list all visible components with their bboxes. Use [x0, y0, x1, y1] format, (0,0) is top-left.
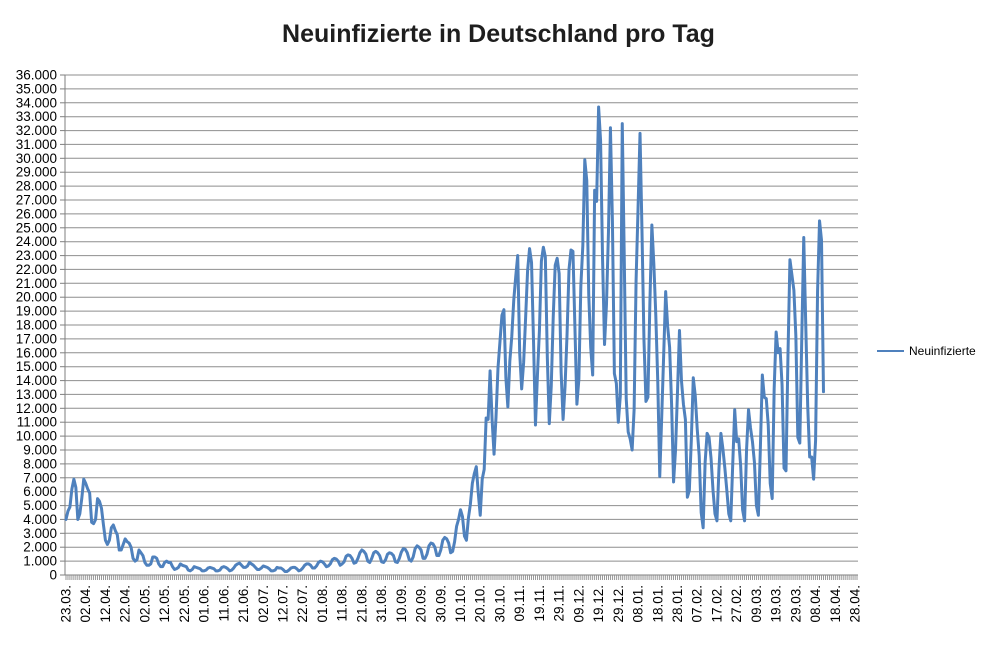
svg-text:15.000: 15.000: [16, 359, 57, 374]
svg-text:18.01.: 18.01.: [650, 585, 665, 623]
svg-text:31.000: 31.000: [16, 137, 57, 152]
svg-text:20.09.: 20.09.: [414, 585, 429, 623]
svg-text:27.000: 27.000: [16, 193, 57, 208]
svg-text:19.12.: 19.12.: [591, 585, 606, 623]
svg-text:11.000: 11.000: [17, 415, 57, 430]
svg-text:28.04.: 28.04.: [848, 585, 863, 623]
svg-text:07.02.: 07.02.: [690, 585, 705, 623]
svg-text:6.000: 6.000: [23, 484, 57, 499]
svg-text:33.000: 33.000: [16, 109, 57, 124]
chart-title: Neuinfizierte in Deutschland pro Tag: [282, 20, 715, 48]
svg-text:8.000: 8.000: [23, 456, 57, 471]
svg-text:22.07.: 22.07.: [295, 585, 310, 623]
svg-text:19.03.: 19.03.: [769, 585, 784, 623]
svg-text:02.04.: 02.04.: [78, 585, 93, 623]
svg-text:21.000: 21.000: [16, 276, 57, 291]
svg-text:27.02.: 27.02.: [729, 585, 744, 623]
svg-text:23.03.: 23.03.: [59, 585, 74, 623]
svg-text:22.05.: 22.05.: [177, 585, 192, 623]
svg-text:4.000: 4.000: [23, 512, 57, 527]
svg-text:31.08.: 31.08.: [374, 585, 389, 623]
svg-text:10.10.: 10.10.: [453, 585, 468, 623]
svg-text:20.000: 20.000: [16, 290, 57, 305]
svg-text:23.000: 23.000: [16, 248, 57, 263]
svg-text:10.000: 10.000: [16, 429, 57, 444]
svg-text:29.11.: 29.11.: [552, 585, 567, 622]
svg-text:30.000: 30.000: [16, 151, 57, 166]
svg-text:35.000: 35.000: [16, 81, 57, 96]
x-axis: [65, 574, 858, 580]
svg-text:22.04.: 22.04.: [118, 585, 133, 623]
svg-text:28.000: 28.000: [16, 179, 57, 194]
svg-text:01.06.: 01.06.: [197, 585, 212, 623]
svg-text:30.09.: 30.09.: [433, 585, 448, 623]
svg-text:02.05.: 02.05.: [137, 585, 152, 623]
svg-text:2.000: 2.000: [23, 540, 57, 555]
svg-text:08.04.: 08.04.: [808, 585, 823, 623]
svg-text:14.000: 14.000: [16, 373, 57, 388]
svg-text:19.11.: 19.11.: [532, 585, 547, 622]
svg-text:09.12.: 09.12.: [571, 585, 586, 623]
svg-text:12.04.: 12.04.: [98, 585, 113, 623]
x-axis-labels: 23.03. 02.04. 12.04. 22.04. 02.05. 12.05. 22.0…: [59, 585, 863, 623]
svg-text:21.06.: 21.06.: [236, 585, 251, 623]
svg-text:09.11.: 09.11.: [512, 585, 527, 622]
svg-text:17.000: 17.000: [16, 331, 57, 346]
svg-text:29.03.: 29.03.: [788, 585, 803, 623]
svg-text:13.000: 13.000: [16, 387, 57, 402]
legend-line-swatch: [877, 350, 904, 352]
svg-text:11.08.: 11.08.: [335, 585, 350, 622]
svg-text:7.000: 7.000: [23, 470, 57, 485]
legend-label: Neuinfizierte: [909, 344, 976, 358]
svg-text:01.08.: 01.08.: [315, 585, 330, 623]
svg-text:9.000: 9.000: [23, 443, 57, 458]
svg-text:29.000: 29.000: [16, 165, 57, 180]
svg-text:28.01.: 28.01.: [670, 585, 685, 623]
y-gridlines: [65, 74, 858, 562]
legend: Neuinfizierte: [877, 344, 976, 358]
svg-text:08.01.: 08.01.: [631, 585, 646, 623]
svg-text:11.06.: 11.06.: [216, 585, 231, 622]
y-axis-labels: 01.0002.0003.0004.0005.0006.0007.0008.00…: [16, 68, 57, 583]
svg-text:10.09.: 10.09.: [394, 585, 409, 623]
svg-text:1.000: 1.000: [23, 554, 57, 569]
series-line-neuinfizierte: [64, 105, 825, 574]
svg-text:12.07.: 12.07.: [276, 585, 291, 623]
svg-text:36.000: 36.000: [16, 68, 57, 83]
svg-text:29.12.: 29.12.: [611, 585, 626, 623]
svg-text:18.04.: 18.04.: [828, 585, 843, 623]
svg-text:19.000: 19.000: [16, 304, 57, 319]
svg-text:24.000: 24.000: [16, 234, 57, 249]
svg-text:09.03.: 09.03.: [749, 585, 764, 623]
svg-text:20.10.: 20.10.: [473, 585, 488, 623]
svg-text:18.000: 18.000: [16, 318, 57, 333]
svg-text:5.000: 5.000: [23, 498, 57, 513]
svg-text:30.10.: 30.10.: [493, 585, 508, 623]
svg-text:3.000: 3.000: [23, 526, 57, 541]
svg-text:02.07.: 02.07.: [256, 585, 271, 623]
svg-text:32.000: 32.000: [16, 123, 57, 138]
svg-text:34.000: 34.000: [16, 95, 57, 110]
svg-text:0: 0: [49, 568, 57, 583]
svg-text:25.000: 25.000: [16, 220, 57, 235]
svg-text:26.000: 26.000: [16, 206, 57, 221]
svg-text:21.08.: 21.08.: [354, 585, 369, 623]
svg-text:12.05.: 12.05.: [157, 585, 172, 623]
svg-text:22.000: 22.000: [16, 262, 57, 277]
svg-text:16.000: 16.000: [16, 345, 57, 360]
svg-text:12.000: 12.000: [16, 401, 57, 416]
y-axis: [60, 74, 66, 576]
svg-text:17.02.: 17.02.: [710, 585, 725, 623]
